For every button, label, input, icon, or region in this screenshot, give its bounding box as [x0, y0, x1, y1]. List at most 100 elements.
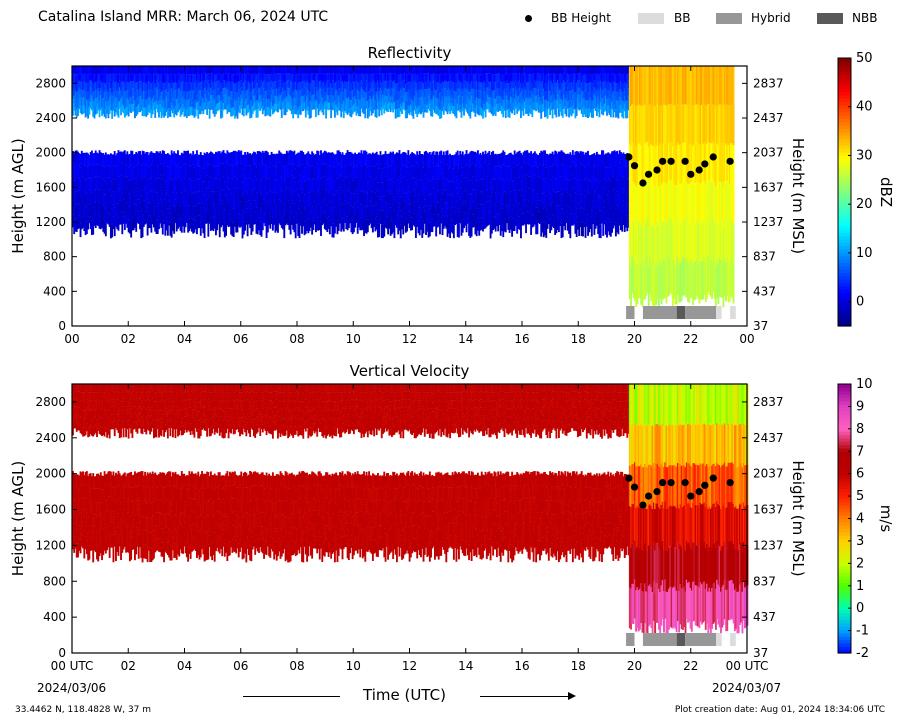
- echo-cell: [269, 204, 272, 217]
- echo-cell: [522, 99, 525, 108]
- echo-cell: [130, 73, 133, 82]
- echo-cell: [451, 73, 454, 82]
- echo-cell: [249, 66, 252, 75]
- echo-cell: [349, 211, 352, 224]
- echo-cell: [127, 108, 130, 117]
- echo-cell: [430, 154, 433, 168]
- echo-cell: [483, 216, 486, 229]
- echo-cell: [239, 214, 241, 228]
- echo-cell: [197, 154, 200, 167]
- echo-cell: [104, 92, 107, 102]
- echo-cell: [544, 164, 546, 179]
- echo-cell: [213, 153, 216, 167]
- echo-cell: [80, 216, 83, 230]
- echo-cell: [318, 167, 321, 181]
- echo-cell: [144, 200, 147, 213]
- echo-cell: [322, 66, 325, 75]
- echo-cell: [185, 187, 188, 199]
- echo-cell: [494, 66, 497, 75]
- echo-cell: [225, 80, 228, 88]
- echo-cell: [284, 74, 287, 83]
- echo-cell: [102, 73, 105, 82]
- echo-cell: [79, 167, 82, 182]
- echo-cell: [328, 66, 331, 74]
- echo-cell: [111, 101, 114, 111]
- echo-cell: [344, 177, 346, 189]
- echo-cell: [245, 189, 248, 202]
- echo-cell: [77, 177, 79, 191]
- echo-cell: [412, 101, 415, 110]
- echo-cell: [222, 103, 225, 111]
- echo-cell: [72, 99, 74, 108]
- echo-cell: [466, 97, 469, 106]
- echo-cell: [507, 100, 510, 109]
- echo-cell: [513, 66, 516, 75]
- echo-cell: [427, 209, 430, 224]
- echo-cell: [216, 178, 219, 192]
- echo-cell: [312, 153, 315, 167]
- echo-cell: [389, 165, 392, 180]
- echo-cell: [352, 167, 355, 181]
- echo-cell: [468, 194, 471, 209]
- echo-cell: [235, 151, 238, 165]
- echo-cell: [311, 66, 314, 74]
- echo-cell: [311, 165, 314, 180]
- echo-cell: [90, 164, 93, 179]
- echo-cell: [430, 180, 433, 194]
- echo-cell: [302, 164, 305, 177]
- echo-cell: [342, 218, 345, 232]
- echo-cell: [208, 101, 211, 110]
- echo-cell: [503, 66, 506, 74]
- echo-cell: [540, 101, 543, 110]
- echo-cell: [487, 80, 489, 88]
- echo-cell: [83, 73, 86, 82]
- echo-cell: [218, 73, 221, 81]
- echo-cell: [169, 195, 172, 209]
- echo-cell: [479, 204, 482, 218]
- echo-cell: [339, 103, 341, 111]
- echo-cell: [364, 83, 367, 93]
- echo-cell: [259, 207, 262, 222]
- echo-cell: [398, 163, 401, 177]
- echo-cell: [516, 206, 519, 221]
- echo-cell: [394, 177, 397, 190]
- echo-cell: [184, 151, 187, 164]
- echo-cell: [309, 179, 312, 192]
- echo-cell: [296, 106, 298, 115]
- echo-cell: [516, 73, 519, 82]
- echo-cell: [185, 163, 188, 176]
- echo-cell: [446, 208, 449, 223]
- echo-cell: [475, 222, 478, 237]
- echo-cell: [120, 74, 122, 83]
- echo-cell: [535, 166, 538, 181]
- echo-cell: [495, 73, 498, 82]
- echo-cell: [398, 203, 401, 218]
- echo-cell: [282, 166, 284, 180]
- echo-cell: [116, 191, 119, 204]
- echo-cell: [370, 107, 373, 116]
- echo-cell: [173, 91, 176, 101]
- echo-cell: [180, 179, 183, 193]
- echo-cell: [149, 177, 152, 191]
- echo-cell: [475, 66, 478, 74]
- echo-cell: [227, 104, 230, 112]
- echo-cell: [497, 66, 500, 74]
- echo-cell: [492, 177, 495, 191]
- echo-cell: [209, 87, 212, 96]
- echo-cell: [403, 102, 406, 111]
- echo-cell: [97, 213, 100, 227]
- echo-cell: [118, 212, 121, 225]
- echo-cell: [239, 97, 241, 106]
- echo-cell: [311, 88, 314, 96]
- echo-cell: [341, 81, 344, 89]
- echo-cell: [287, 212, 290, 226]
- echo-cell: [298, 223, 301, 238]
- echo-cell: [126, 151, 129, 165]
- echo-cell: [512, 66, 515, 74]
- echo-cell: [116, 178, 119, 192]
- echo-cell: [256, 66, 259, 75]
- echo-cell: [109, 210, 112, 225]
- echo-cell: [449, 209, 452, 224]
- echo-cell: [311, 179, 314, 193]
- echo-cell: [228, 89, 231, 97]
